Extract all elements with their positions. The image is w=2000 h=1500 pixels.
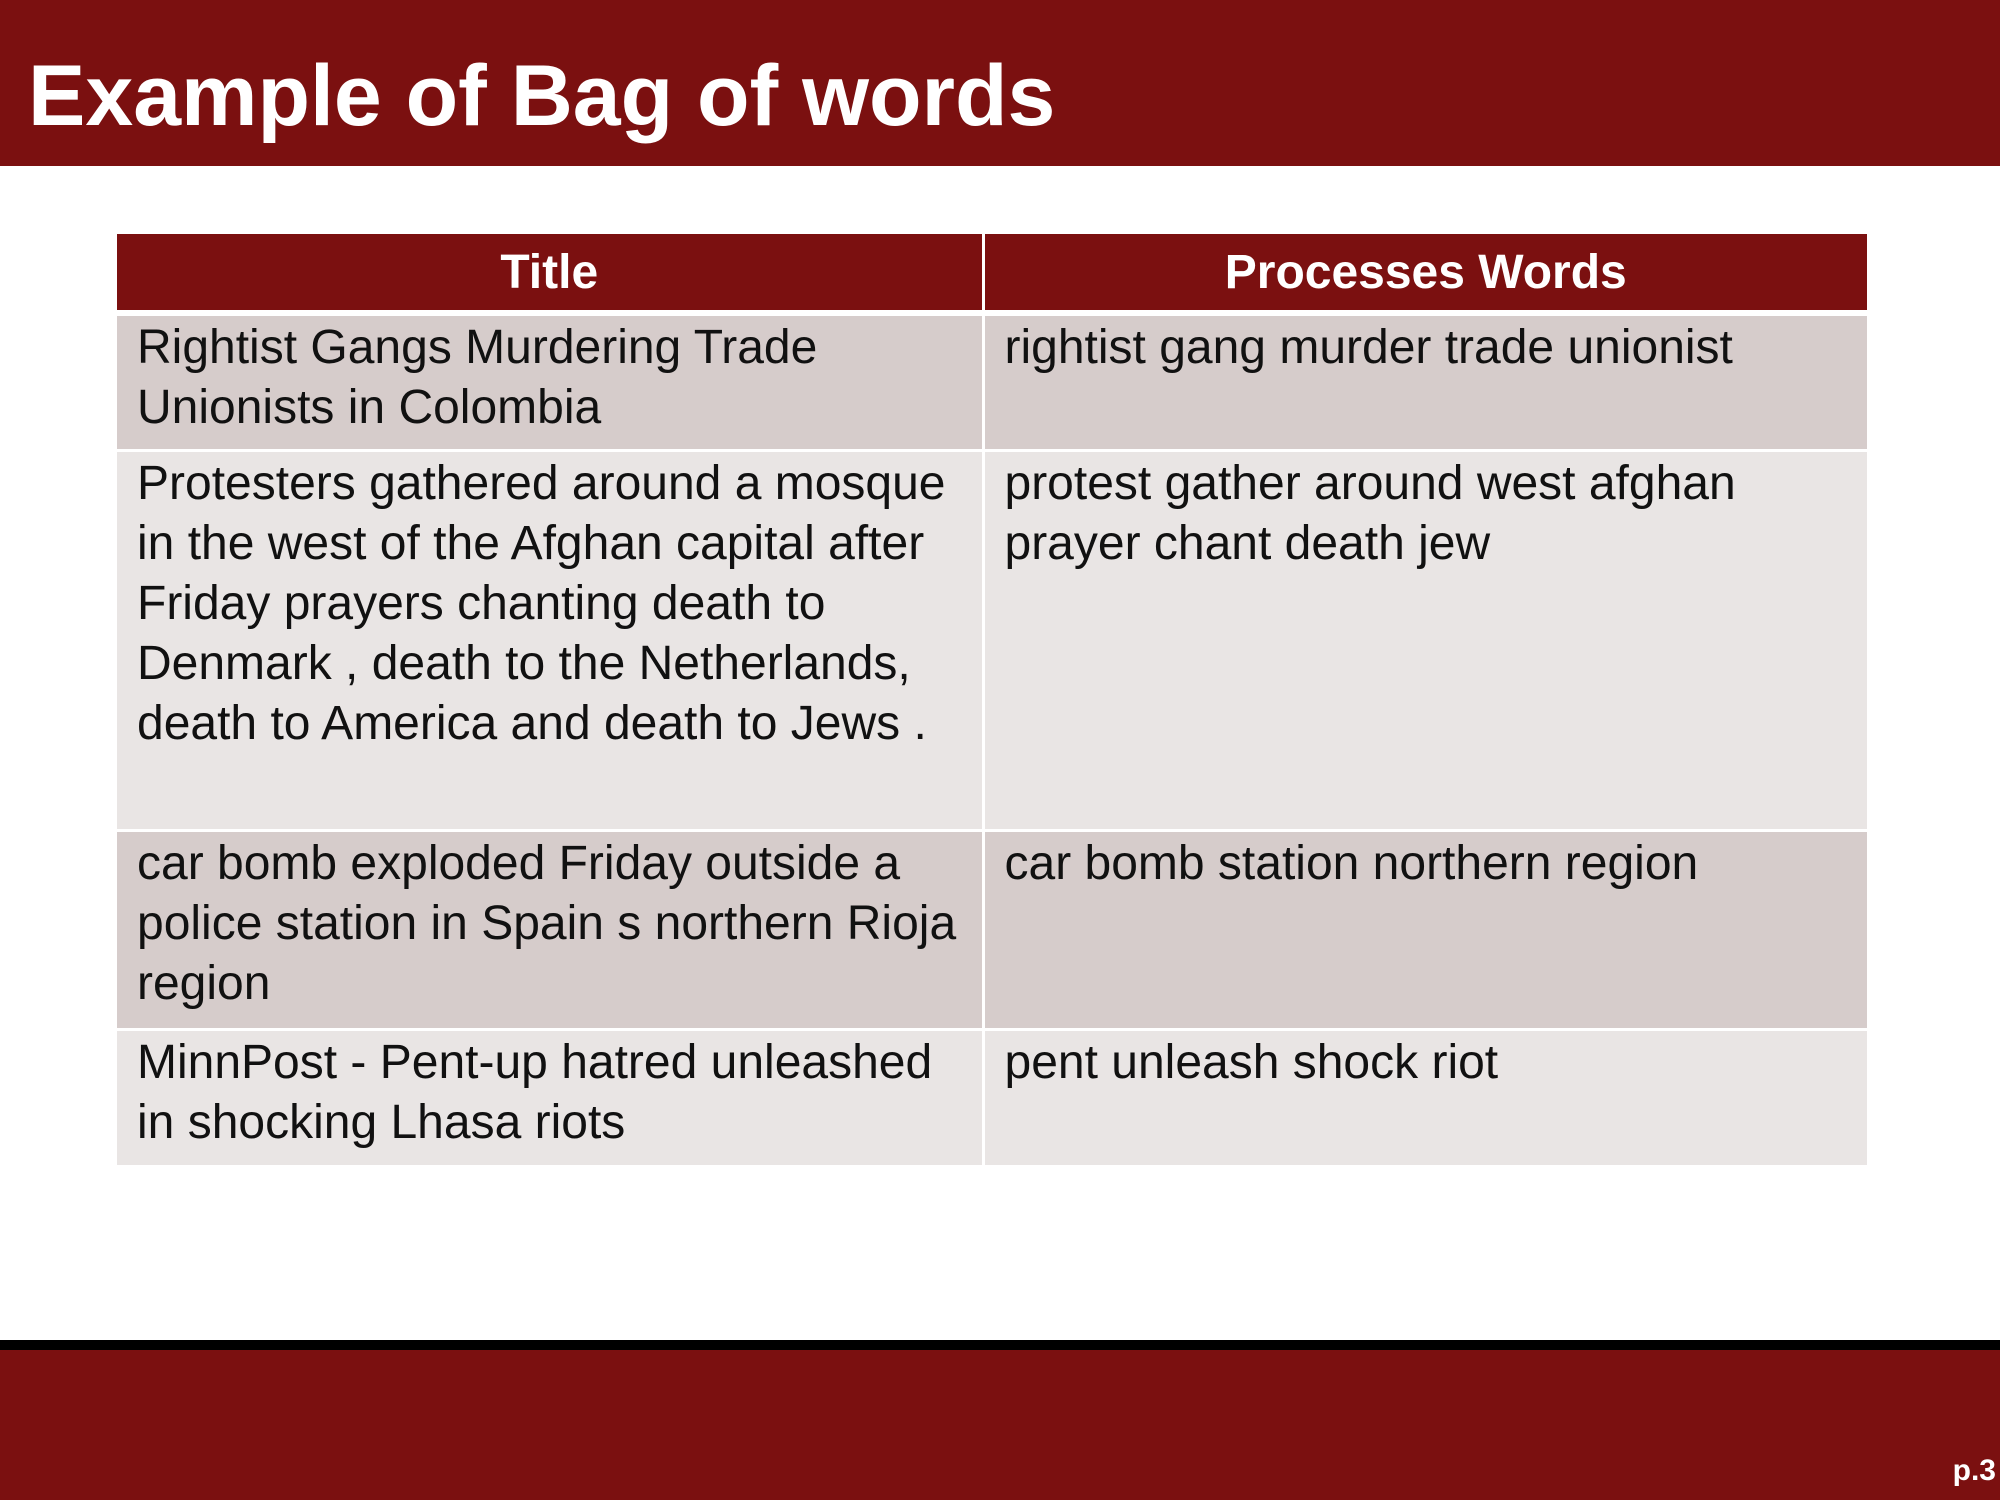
processed-words-cell: car bomb station northern region bbox=[983, 830, 1867, 1031]
footer-bar: p.3 bbox=[0, 1350, 2000, 1500]
processed-words-cell: pent unleash shock riot bbox=[983, 1029, 1867, 1168]
table-header-row: Title Processes Words bbox=[117, 234, 1867, 316]
table-row: Protesters gathered around a mosque in t… bbox=[117, 450, 1867, 832]
column-header-title: Title bbox=[117, 234, 985, 316]
title-cell: Protesters gathered around a mosque in t… bbox=[117, 450, 985, 832]
processed-words-cell: rightist gang murder trade unionist bbox=[983, 313, 1867, 452]
title-cell: MinnPost - Pent-up hatred unleashed in s… bbox=[117, 1029, 985, 1168]
table-row: MinnPost - Pent-up hatred unleashed in s… bbox=[117, 1029, 1867, 1168]
header-bar: Example of Bag of words bbox=[0, 0, 2000, 166]
slide-title: Example of Bag of words bbox=[28, 48, 1056, 144]
table-row: Rightist Gangs Murdering Trade Unionists… bbox=[117, 313, 1867, 452]
footer-divider bbox=[0, 1340, 2000, 1350]
title-cell: Rightist Gangs Murdering Trade Unionists… bbox=[117, 313, 985, 452]
processed-words-cell: protest gather around west afghan prayer… bbox=[983, 450, 1867, 832]
bag-of-words-table: Title Processes Words Rightist Gangs Mur… bbox=[117, 234, 1867, 1168]
title-cell: car bomb exploded Friday outside a polic… bbox=[117, 830, 985, 1031]
column-header-processed-words: Processes Words bbox=[983, 234, 1867, 316]
page-number: p.3 bbox=[1952, 1454, 1996, 1487]
table-row: car bomb exploded Friday outside a polic… bbox=[117, 830, 1867, 1031]
